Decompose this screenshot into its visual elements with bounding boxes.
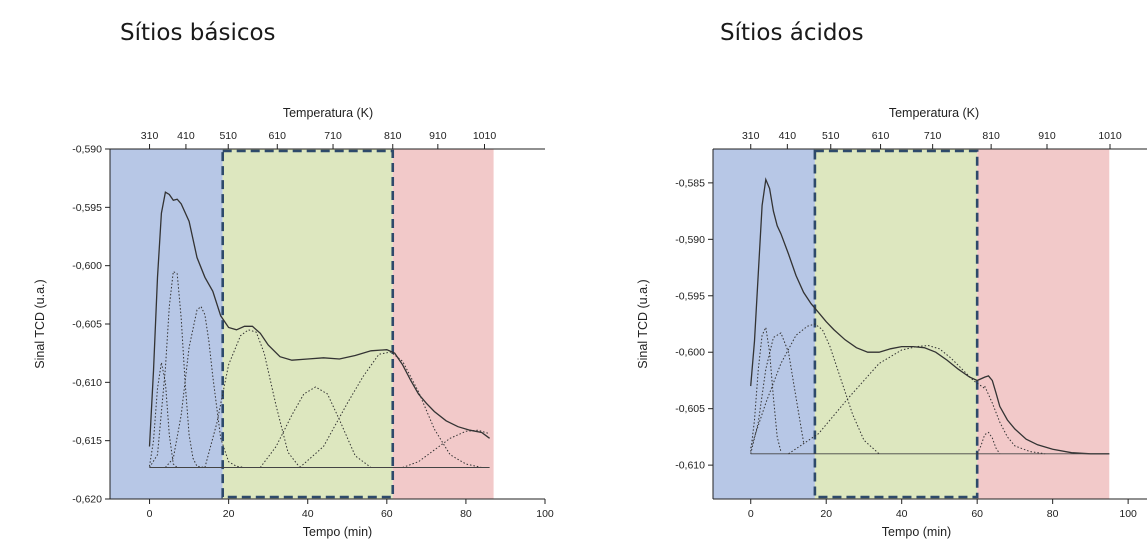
y-axis-label-basic: Sinal TCD (u.a.)	[33, 279, 47, 368]
x2-tick-label-acid-0: 310	[742, 130, 760, 142]
x-axis-label-basic: Tempo (min)	[303, 525, 372, 539]
x2-tick-label-acid-2: 510	[822, 130, 840, 142]
chart-basic: 0 20 40 60 80 100 310 410 510 610 710 810 910 1010 -0,…	[33, 106, 554, 539]
y-tick-label-basic-1: -0,615	[72, 435, 102, 447]
x2-tick-label-basic-3: 610	[269, 130, 287, 142]
x2-tick-label-basic-6: 910	[429, 130, 447, 142]
series-line-acid-4	[788, 344, 985, 455]
series-line-acid-0	[750, 177, 1110, 455]
region-blue-basic	[110, 149, 223, 499]
x-tick-label-basic-0: 0	[147, 508, 153, 520]
y-tick-label-basic-5: -0,595	[72, 202, 102, 214]
region-red-basic	[392, 149, 494, 499]
x2-axis-label-basic: Temperatura (K)	[283, 106, 373, 120]
region-blue-acid	[713, 149, 815, 499]
x2-tick-label-acid-6: 910	[1038, 130, 1056, 142]
x-tick-label-basic-2: 40	[302, 508, 314, 520]
series-line-basic-1	[149, 362, 182, 468]
x2-tick-label-acid-1: 410	[779, 130, 797, 142]
y-tick-label-acid-5: -0,585	[675, 177, 705, 189]
x-tick-label-basic-4: 80	[460, 508, 472, 520]
y-tick-label-basic-2: -0,610	[72, 377, 102, 389]
x2-axis-label-acid: Temperatura (K)	[889, 106, 979, 120]
region-red-acid	[977, 149, 1110, 499]
x-tick-label-basic-1: 20	[223, 508, 235, 520]
x2-tick-label-acid-5: 810	[982, 130, 1000, 142]
y-tick-label-acid-1: -0,605	[675, 403, 705, 415]
x-tick-label-acid-0: 0	[748, 508, 754, 520]
y-tick-label-basic-4: -0,600	[72, 260, 102, 272]
x-tick-label-basic-3: 60	[381, 508, 393, 520]
y-axis-label-acid: Sinal TCD (u.a.)	[636, 279, 650, 368]
x-tick-label-acid-2: 40	[896, 508, 908, 520]
y-tick-label-acid-0: -0,610	[675, 460, 705, 472]
chart-acid: 0 20 40 60 80 100 310 410 510 610 710 810 910 1010 -0,…	[636, 106, 1147, 539]
y-tick-label-basic-0: -0,620	[72, 494, 102, 506]
x2-tick-label-basic-4: 710	[324, 130, 342, 142]
y-tick-label-acid-3: -0,595	[675, 290, 705, 302]
x-tick-label-basic-5: 100	[536, 508, 554, 520]
x-tick-label-acid-5: 100	[1119, 508, 1137, 520]
series-line-basic-5	[259, 386, 372, 468]
dashed-box-basic	[221, 149, 395, 499]
x-tick-label-acid-3: 60	[971, 508, 983, 520]
x2-tick-label-acid-4: 710	[924, 130, 942, 142]
series-line-basic-6	[299, 351, 482, 468]
x-tick-label-acid-4: 80	[1047, 508, 1059, 520]
y-tick-label-basic-6: -0,590	[72, 144, 102, 156]
series-line-basic-7	[402, 429, 490, 468]
series-line-basic-3	[165, 305, 245, 468]
y-tick-label-basic-3: -0,605	[72, 319, 102, 331]
y-tick-label-acid-2: -0,600	[675, 347, 705, 359]
series-line-acid-2	[750, 332, 805, 454]
x2-tick-label-basic-7: 1010	[473, 130, 497, 142]
chart-title-acid: Sítios ácidos	[720, 20, 864, 46]
region-green-basic	[222, 149, 393, 499]
x-tick-label-acid-1: 20	[820, 508, 832, 520]
x-axis-label-acid: Tempo (min)	[882, 525, 951, 539]
region-green-acid	[814, 149, 978, 499]
x2-tick-label-basic-2: 510	[219, 130, 237, 142]
series-line-acid-6	[984, 385, 1046, 455]
x2-tick-label-basic-0: 310	[141, 130, 159, 142]
x2-tick-label-basic-1: 410	[177, 130, 195, 142]
x2-tick-label-acid-7: 1010	[1098, 130, 1122, 142]
x2-tick-label-basic-5: 810	[384, 130, 402, 142]
series-line-acid-5	[976, 431, 1001, 455]
chart-title-basic: Sítios básicos	[120, 20, 276, 46]
y-tick-label-acid-4: -0,590	[675, 234, 705, 246]
series-line-basic-0	[148, 191, 490, 447]
x2-tick-label-acid-3: 610	[872, 130, 890, 142]
series-line-basic-4	[204, 329, 301, 468]
